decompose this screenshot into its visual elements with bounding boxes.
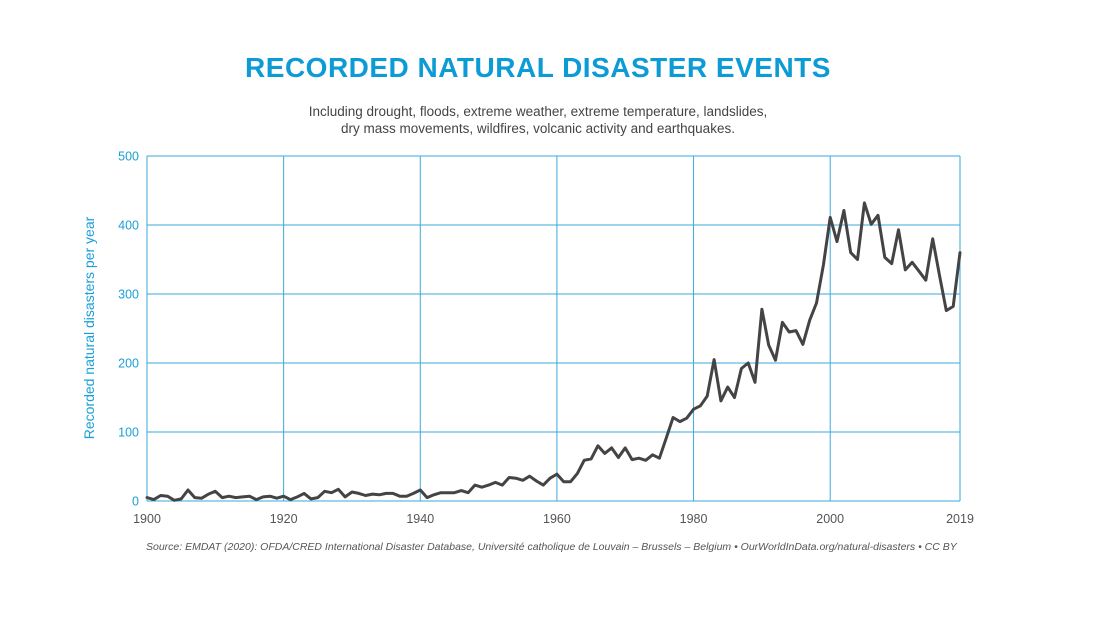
series-line bbox=[145, 201, 962, 502]
y-tick-label: 0 bbox=[132, 495, 139, 509]
y-tick-label: 200 bbox=[118, 357, 139, 371]
chart-subtitle-line-1: Including drought, floods, extreme weath… bbox=[308, 104, 768, 119]
x-tick-label: 1980 bbox=[680, 512, 708, 526]
x-tick-label: 1900 bbox=[133, 512, 161, 526]
y-tick-label: 500 bbox=[118, 150, 139, 164]
chart-subtitle-line-2: dry mass movements, wildfires, volcanic … bbox=[341, 121, 735, 136]
x-tick-label: 2019 bbox=[946, 512, 974, 526]
y-tick-label: 100 bbox=[118, 426, 139, 440]
x-tick-label: 1960 bbox=[543, 512, 571, 526]
axis-labels: 0 100 200 300 400 500 1900 1920 1940 1960 1980 2000… bbox=[118, 150, 974, 527]
grid bbox=[146, 155, 961, 502]
source-note: Source: EMDAT (2020): OFDA/CRED Internat… bbox=[146, 541, 957, 553]
y-tick-label: 300 bbox=[118, 288, 139, 302]
y-axis-label: Recorded natural disasters per year bbox=[81, 216, 97, 439]
x-tick-label: 1940 bbox=[406, 512, 434, 526]
series-layer bbox=[145, 201, 962, 502]
chart-title: RECORDED NATURAL DISASTER EVENTS bbox=[245, 52, 831, 83]
x-tick-label: 1920 bbox=[270, 512, 298, 526]
y-tick-label: 400 bbox=[118, 219, 139, 233]
x-tick-label: 2000 bbox=[816, 512, 844, 526]
